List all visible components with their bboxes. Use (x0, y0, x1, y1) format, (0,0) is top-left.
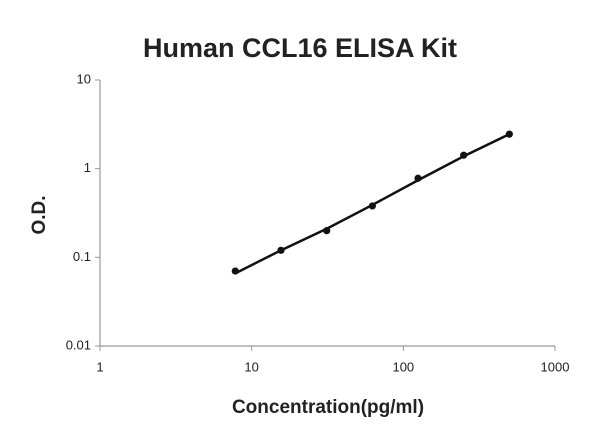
x-tick-label: 10 (244, 359, 258, 374)
x-tick-label: 100 (392, 359, 414, 374)
y-axis-label: O.D. (29, 195, 50, 234)
y-tick-label: 10 (77, 71, 91, 86)
y-tick-label: 1 (84, 160, 91, 175)
y-tick-label: 0.1 (73, 249, 91, 264)
x-axis-label: Concentration(pg/ml) (232, 397, 424, 418)
x-tick-label: 1000 (541, 359, 570, 374)
x-tick-label: 1 (96, 359, 103, 374)
chart-title: Human CCL16 ELISA Kit (143, 33, 457, 63)
y-tick-label: 0.01 (66, 337, 91, 352)
fit-line (234, 133, 510, 275)
